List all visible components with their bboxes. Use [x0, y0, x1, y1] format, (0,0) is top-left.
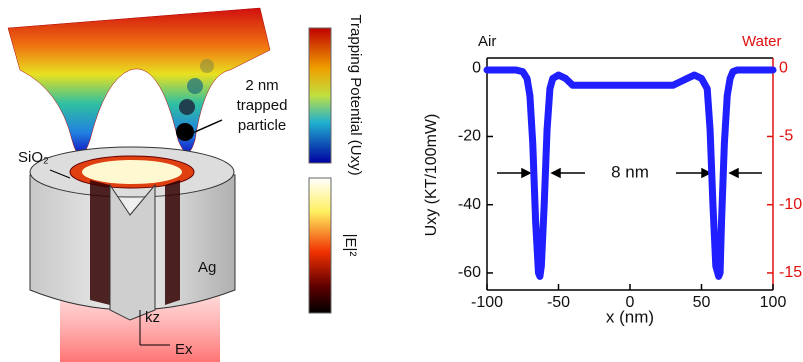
- chart: Air Water x (nm) Uxy (KT/100mW) 8 nm -10…: [423, 33, 802, 327]
- y2-tick-label: 0: [779, 59, 788, 76]
- pointer: [49, 169, 71, 179]
- y-axis-label: Uxy (KT/100mW): [423, 114, 440, 237]
- y2-tick-label: -15: [779, 264, 802, 281]
- arrow-head: [521, 167, 532, 179]
- particle: [187, 78, 203, 94]
- arrow-head: [701, 167, 712, 179]
- y2-tick-label: -5: [779, 128, 793, 145]
- particle: [176, 123, 194, 141]
- colorbar-label: Trapping Potential (Uxy): [347, 14, 364, 175]
- arrow-head: [728, 167, 739, 179]
- data-line: [483, 66, 777, 280]
- colorbar: [308, 177, 332, 314]
- y-tick-label: -40: [458, 196, 481, 213]
- y2-axis-title: Water: [742, 33, 781, 50]
- y2-tick-label: -10: [779, 196, 802, 213]
- particle-label: 2 nm: [245, 77, 278, 94]
- potential-surface: [7, 7, 271, 156]
- axis-label: Ex: [175, 341, 193, 358]
- core-label: Ag: [198, 259, 216, 276]
- axis-label: kz: [145, 309, 160, 326]
- y-axis-title: Air: [478, 33, 496, 50]
- gap-field: [90, 180, 110, 305]
- colorbar-label: |E|²: [342, 234, 359, 257]
- colorbar: [308, 27, 332, 164]
- y-tick-label: 0: [472, 59, 481, 76]
- gap-field: [165, 180, 180, 305]
- y-tick-label: -60: [458, 264, 481, 281]
- inner: [82, 160, 182, 184]
- y-tick-label: -20: [458, 128, 481, 145]
- x-tick-label: -100: [471, 294, 503, 311]
- arrow-head: [550, 167, 561, 179]
- x-tick-label: 100: [760, 294, 787, 311]
- x-tick-label: -50: [547, 294, 570, 311]
- x-tick-label: 50: [693, 294, 711, 311]
- annotation-text: 8 nm: [611, 162, 649, 181]
- x-axis-label: x (nm): [606, 307, 654, 326]
- particle-label: trapped: [237, 97, 288, 114]
- shell-label: SiO₂: [18, 149, 49, 166]
- particle: [200, 59, 214, 73]
- pointer: [187, 119, 223, 136]
- particle-label: particle: [238, 117, 286, 134]
- x-tick-label: 0: [626, 294, 635, 311]
- particle: [179, 99, 195, 115]
- annotation: [497, 167, 762, 179]
- illustration: Trapping Potential (Uxy) |E|² 2 nm trapp…: [7, 7, 364, 362]
- wedge: [109, 183, 156, 321]
